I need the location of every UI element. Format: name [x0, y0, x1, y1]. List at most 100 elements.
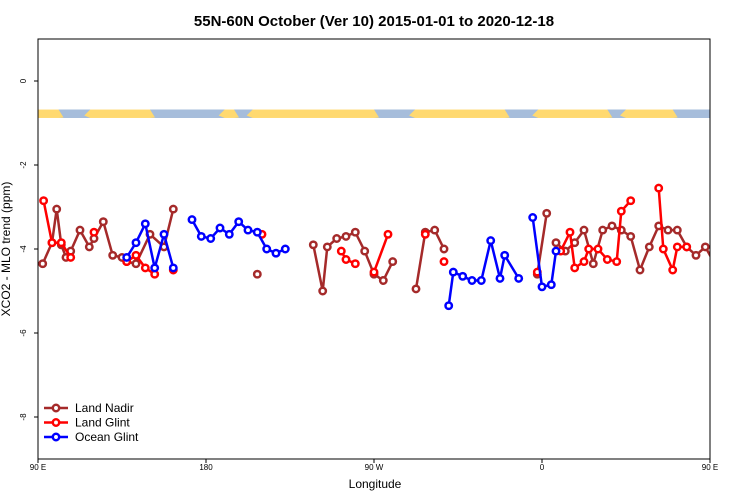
- data-point: [551, 238, 561, 248]
- legend-label: Ocean Glint: [75, 430, 139, 444]
- x-tick-label: 90 E: [702, 463, 718, 472]
- data-point: [444, 301, 454, 311]
- data-point: [388, 257, 398, 267]
- data-point: [131, 238, 141, 248]
- data-point: [206, 234, 216, 243]
- data-point: [500, 250, 510, 260]
- data-point: [486, 236, 496, 246]
- data-point: [593, 244, 603, 254]
- land-band: [38, 109, 710, 118]
- data-point: [140, 219, 150, 229]
- series-line: [555, 224, 710, 274]
- data-point: [579, 257, 589, 267]
- data-point: [514, 273, 524, 283]
- data-point: [378, 276, 388, 285]
- ocean-band-segment: [58, 109, 91, 118]
- data-point: [75, 225, 85, 235]
- ocean-band-segment: [504, 109, 539, 118]
- data-point: [537, 282, 547, 292]
- series-line: [312, 230, 394, 292]
- data-point: [252, 269, 262, 279]
- data-point: [369, 267, 379, 277]
- series-line: [531, 217, 558, 289]
- data-point: [234, 217, 244, 227]
- legend-swatch-marker: [51, 403, 61, 413]
- data-point: [140, 263, 150, 273]
- land-mask-band: [38, 109, 710, 118]
- data-point: [336, 246, 346, 256]
- data-point: [52, 204, 62, 214]
- x-axis: 90 E 180 90 W 0 90 E: [30, 459, 718, 472]
- ocean-band-segment: [607, 109, 626, 118]
- series-layer: [38, 183, 710, 311]
- data-point: [411, 284, 421, 294]
- series-line: [372, 233, 390, 273]
- data-point: [672, 242, 682, 252]
- data-point: [308, 240, 318, 250]
- data-point: [150, 263, 160, 273]
- data-point: [644, 242, 654, 252]
- y-axis: 0 -2 -4 -6 -8: [19, 78, 38, 421]
- data-point: [579, 225, 589, 235]
- data-point: [47, 238, 57, 248]
- data-point: [420, 229, 430, 239]
- data-point: [252, 227, 262, 237]
- data-point: [98, 217, 108, 227]
- y-tick-label: -2: [19, 161, 28, 169]
- data-point: [39, 196, 49, 206]
- data-point: [626, 196, 636, 206]
- data-point: [322, 242, 332, 252]
- data-point: [108, 250, 118, 260]
- data-point: [360, 246, 370, 256]
- data-point: [654, 183, 664, 193]
- data-point: [131, 259, 141, 269]
- ocean-band-segment: [234, 109, 253, 118]
- data-point: [215, 223, 225, 233]
- data-point: [546, 280, 556, 290]
- series-line: [42, 200, 72, 259]
- data-point: [551, 246, 561, 256]
- data-point: [56, 238, 66, 248]
- y-tick-label: 0: [19, 78, 28, 83]
- data-point: [439, 257, 449, 267]
- data-point: [66, 252, 76, 262]
- data-point: [159, 229, 169, 239]
- data-point: [383, 229, 393, 239]
- data-point: [663, 225, 673, 235]
- legend-swatch-marker: [51, 418, 61, 427]
- x-tick-label: 180: [199, 463, 213, 472]
- data-point: [448, 267, 458, 277]
- legend-item: Ocean Glint: [44, 430, 139, 444]
- legend-item: Land Glint: [44, 416, 130, 430]
- data-point: [196, 231, 206, 241]
- data-point: [542, 208, 552, 218]
- data-point: [612, 257, 622, 267]
- y-tick-label: -6: [19, 329, 28, 337]
- series-ocean-glint: [122, 213, 561, 311]
- data-point: [187, 215, 197, 225]
- data-point: [458, 271, 468, 281]
- data-point: [350, 227, 360, 237]
- data-point: [584, 244, 594, 254]
- data-point: [691, 250, 701, 260]
- data-point: [626, 231, 636, 241]
- legend-label: Land Glint: [75, 416, 130, 430]
- data-point: [168, 204, 178, 214]
- data-point: [528, 213, 538, 222]
- ocean-band-segment: [374, 109, 416, 118]
- x-tick-label: 0: [540, 463, 545, 472]
- data-point: [224, 229, 234, 239]
- x-tick-label: 90 W: [365, 463, 384, 472]
- data-point: [602, 255, 612, 264]
- data-point: [607, 221, 617, 231]
- data-point: [682, 242, 692, 252]
- data-point: [700, 242, 710, 252]
- series-line: [125, 253, 156, 276]
- data-point: [332, 234, 342, 243]
- data-point: [243, 225, 253, 235]
- data-point: [476, 276, 486, 285]
- legend-label: Land Nadir: [75, 401, 134, 415]
